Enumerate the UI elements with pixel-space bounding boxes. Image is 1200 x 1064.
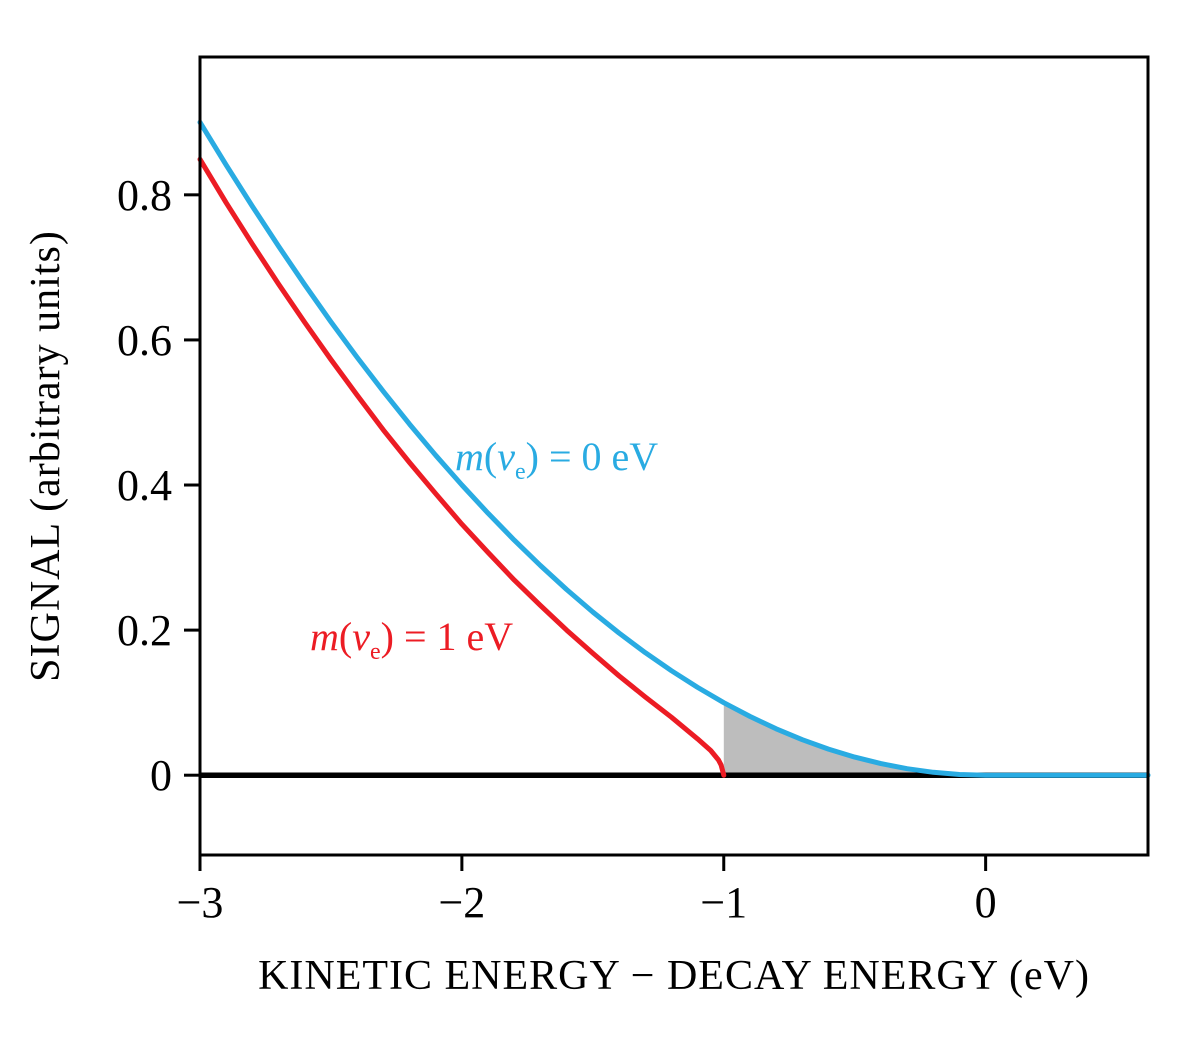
y-axis-title: SIGNAL (arbitrary units)	[23, 230, 69, 682]
curve-label-massive: m(νe) = 1 eV	[310, 613, 514, 664]
x-tick-label: 0	[975, 878, 997, 927]
curve-label-massless-paren: (	[483, 434, 498, 479]
y-tick-label: 0.4	[117, 461, 172, 510]
x-tick-label: −2	[438, 878, 485, 927]
curve-label-massless-var: m	[455, 434, 484, 479]
y-tick-label: 0.8	[117, 171, 172, 220]
curve-massless	[197, 119, 1151, 778]
y-tick-label: 0.6	[117, 316, 172, 365]
curve-label-massive-value: ) = 1 eV	[380, 614, 514, 659]
curve-massive-1ev	[197, 156, 727, 778]
shaded-difference-region	[723, 702, 1148, 776]
curve-label-massless: m(νe) = 0 eV	[455, 433, 659, 484]
nu-symbol: ν	[352, 614, 370, 659]
y-tick-label: 0	[150, 751, 172, 800]
plot-frame	[198, 55, 1150, 857]
x-tick-label: −1	[700, 878, 747, 927]
curve-label-massive-paren: (	[338, 614, 353, 659]
nu-subscript: e	[369, 639, 381, 665]
y-tick-label: 0.2	[117, 606, 172, 655]
nu-symbol: ν	[497, 434, 515, 479]
x-tick-label: −3	[177, 878, 224, 927]
nu-subscript: e	[514, 459, 526, 485]
curve-label-massless-value: ) = 0 eV	[525, 434, 659, 479]
x-axis-title: KINETIC ENERGY − DECAY ENERGY (eV)	[258, 953, 1090, 999]
curve-label-massive-var: m	[310, 614, 339, 659]
